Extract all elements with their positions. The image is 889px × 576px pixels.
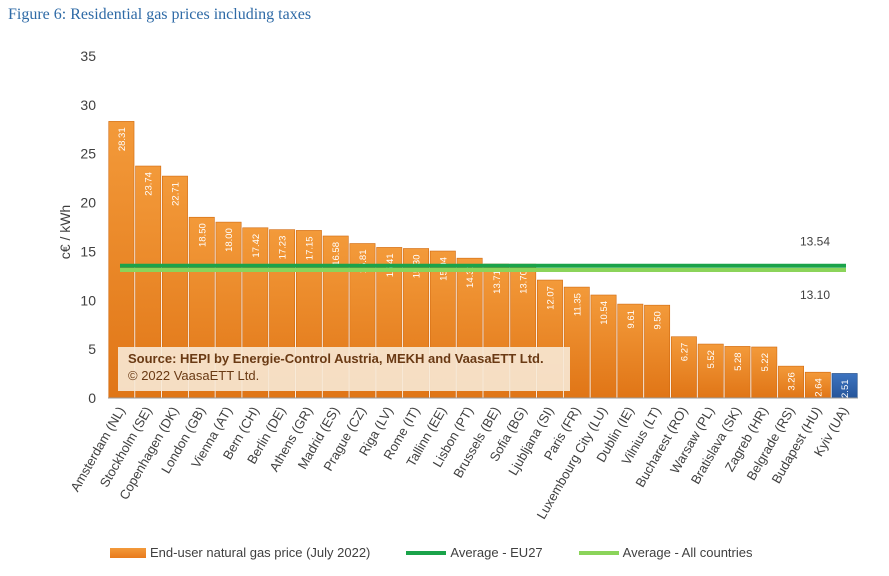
y-tick-label: 20 — [80, 195, 96, 211]
bar-value-label: 3.26 — [787, 372, 798, 391]
bar-value-label: 5.28 — [733, 352, 744, 371]
figure-title: Figure 6: Residential gas prices includi… — [8, 6, 312, 23]
bar-value-label: 9.50 — [653, 311, 664, 330]
avg-all-label: 13.10 — [800, 288, 830, 302]
bar — [724, 346, 751, 399]
bar — [831, 373, 858, 399]
bar-value-label: 2.51 — [840, 379, 851, 398]
legend-swatch-eu27 — [406, 550, 447, 555]
y-tick-label: 30 — [80, 97, 96, 113]
bar-value-label: 16.58 — [331, 242, 342, 266]
y-tick-label: 25 — [80, 146, 96, 162]
bar-value-label: 5.52 — [706, 350, 717, 369]
bar — [670, 336, 697, 399]
y-tick-label: 5 — [88, 341, 96, 357]
y-tick-label: 15 — [80, 243, 96, 259]
bar-value-label: 5.22 — [760, 353, 771, 372]
legend-swatch-all — [578, 550, 619, 555]
bar-value-label: 14.31 — [465, 264, 476, 288]
avg-eu27-label: 13.54 — [800, 235, 830, 249]
y-tick-label: 10 — [80, 292, 96, 308]
source-note: Source: HEPI by Energie-Control Austria,… — [118, 347, 570, 391]
bar-value-label: 15.81 — [358, 250, 369, 274]
bar — [778, 365, 804, 399]
legend-label-all: Average - All countries — [622, 545, 753, 560]
chart-legend: End-user natural gas price (July 2022) A… — [110, 545, 789, 560]
legend-label-bars: End-user natural gas price (July 2022) — [150, 545, 371, 560]
legend-item-bars: End-user natural gas price (July 2022) — [110, 545, 370, 560]
bar-value-label: 18.00 — [224, 228, 235, 252]
legend-item-eu27: Average - EU27 — [406, 545, 543, 560]
bar — [644, 304, 671, 399]
bar-value-label: 22.71 — [170, 182, 181, 206]
bar — [804, 371, 831, 399]
bar-value-label: 13.71 — [492, 270, 503, 294]
legend-label-eu27: Average - EU27 — [450, 545, 543, 560]
bar-value-label: 17.23 — [278, 236, 289, 260]
bar — [617, 303, 644, 399]
bar-value-label: 10.54 — [599, 301, 610, 325]
bar-value-label: 13.70 — [519, 270, 530, 294]
bar-value-label: 23.74 — [144, 172, 155, 196]
bar-value-label: 2.64 — [813, 378, 824, 397]
legend-swatch-bars — [110, 547, 146, 558]
bar-value-label: 11.35 — [572, 293, 583, 316]
bar-value-label: 12.07 — [545, 286, 556, 310]
copyright-line: © 2022 VaasaETT Ltd. — [128, 368, 260, 383]
bar-value-label: 17.42 — [251, 234, 262, 258]
y-tick-label: 35 — [80, 48, 96, 64]
bar-value-label: 18.50 — [197, 223, 208, 247]
bar-value-label: 28.31 — [117, 127, 128, 151]
bar-value-label: 17.15 — [304, 236, 315, 260]
y-axis-label: c€ / kWh — [57, 205, 73, 259]
legend-item-all: Average - All countries — [578, 545, 753, 560]
bar — [751, 346, 778, 399]
bar — [590, 294, 617, 399]
bar-value-label: 6.27 — [679, 343, 690, 362]
bar — [697, 343, 724, 399]
bar-value-label: 9.61 — [626, 310, 637, 329]
source-line: Source: HEPI by Energie-Control Austria,… — [128, 351, 544, 366]
y-tick-label: 0 — [88, 390, 96, 406]
